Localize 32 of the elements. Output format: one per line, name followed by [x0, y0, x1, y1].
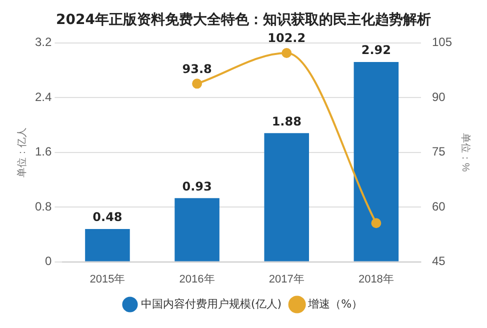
- legend-label: 增速（%）: [307, 297, 363, 310]
- point: [371, 218, 382, 228]
- bar: [85, 228, 130, 262]
- data-label: 102.2: [268, 31, 306, 46]
- y-tick-label: 3.2: [34, 35, 52, 50]
- bar: [264, 133, 310, 262]
- data-label: 1.88: [272, 114, 302, 128]
- point: [282, 48, 292, 58]
- y-tick-label: 2.4: [34, 90, 52, 104]
- data-label: 0.93: [182, 179, 212, 194]
- legend-label: 中国内容付费用户规模(亿人): [140, 297, 282, 310]
- chart-title: 2024年正版资料免费大全特色：知识获取的民主化趋势解析: [56, 11, 431, 28]
- x-tick-label: 2016年: [179, 273, 215, 286]
- y-tick-label: 0: [44, 254, 52, 268]
- y2-tick-label: 90: [432, 90, 446, 104]
- data-label: 2.92: [361, 43, 391, 58]
- x-tick-label: 2015年: [90, 273, 126, 286]
- y2-tick-label: 60: [432, 199, 446, 214]
- bar: [354, 62, 399, 262]
- y2-axis-title: 单位：%: [459, 132, 472, 172]
- data-label: 93.8: [182, 62, 212, 76]
- bar: [174, 198, 220, 262]
- y2-tick-label: 45: [432, 254, 446, 268]
- y2-tick-label: 105: [432, 35, 452, 50]
- x-tick-label: 2017年: [268, 273, 304, 286]
- point: [192, 78, 202, 89]
- y-axis-title: 单位：亿人: [16, 127, 28, 178]
- y-tick-label: 1.6: [34, 144, 52, 159]
- y2-tick-label: 75: [432, 144, 446, 159]
- data-label: 0.48: [92, 210, 122, 224]
- y-tick-label: 0.8: [34, 199, 52, 214]
- x-tick-label: 2018年: [358, 273, 394, 286]
